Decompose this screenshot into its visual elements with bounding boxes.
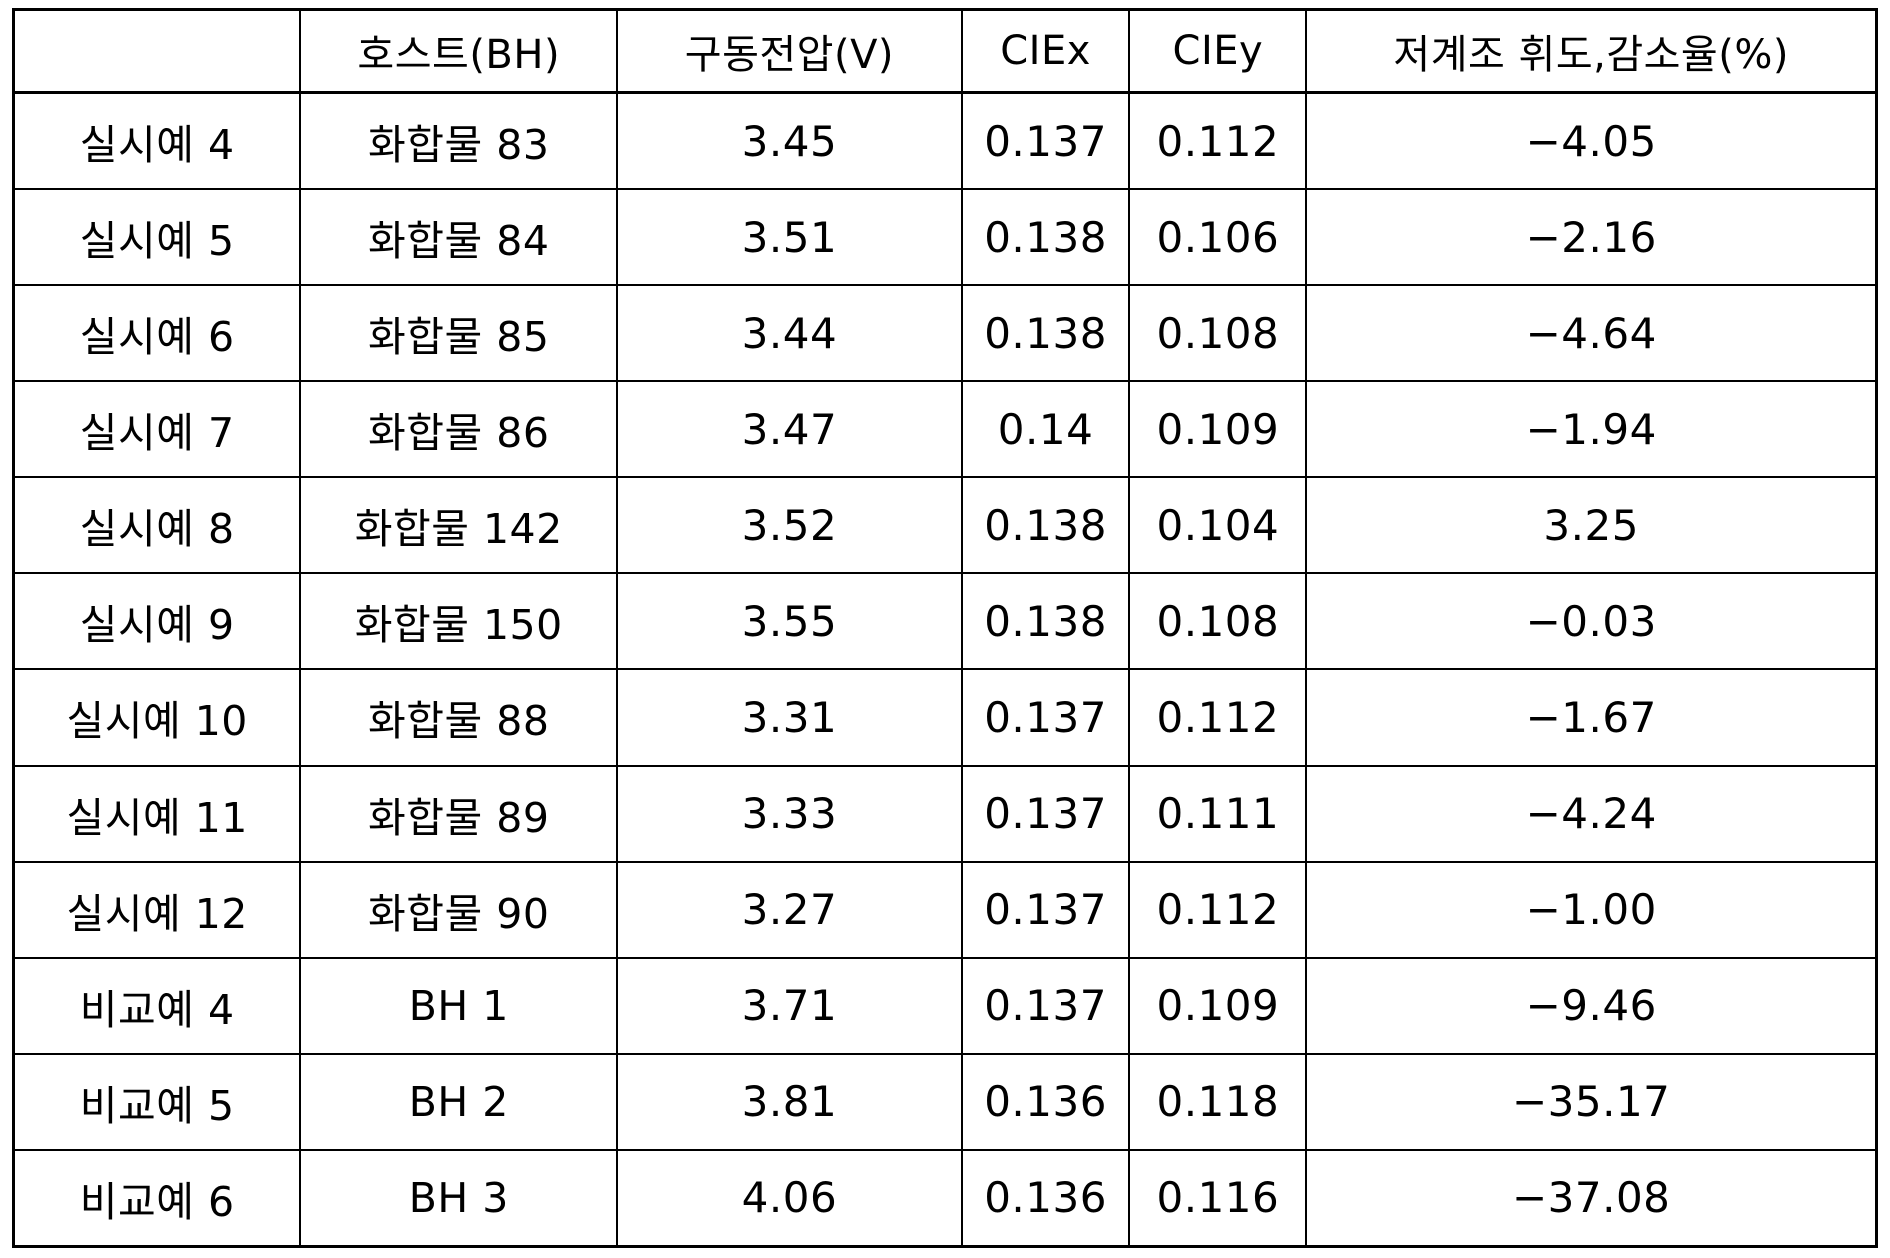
cell-voltage: 3.33 <box>617 766 962 862</box>
cell-ciex: 0.138 <box>962 477 1130 573</box>
cell-decay: −4.05 <box>1306 93 1876 190</box>
header-row: 호스트(BH) 구동전압(V) CIEx CIEy 저계조 휘도,감소율(%) <box>14 10 1877 93</box>
cell-decay: −2.16 <box>1306 189 1876 285</box>
cell-decay: −37.08 <box>1306 1150 1876 1247</box>
cell-decay: −35.17 <box>1306 1054 1876 1150</box>
cell-ciey: 0.109 <box>1129 958 1306 1054</box>
cell-decay: −1.94 <box>1306 381 1876 477</box>
cell-host: BH 1 <box>300 958 617 1054</box>
table-row: 비교예 4 BH 1 3.71 0.137 0.109 −9.46 <box>14 958 1877 1054</box>
cell-voltage: 3.27 <box>617 862 962 958</box>
cell-ciey: 0.116 <box>1129 1150 1306 1247</box>
cell-decay: −0.03 <box>1306 573 1876 669</box>
cell-host: 화합물 85 <box>300 285 617 381</box>
cell-ciex: 0.137 <box>962 958 1130 1054</box>
cell-voltage: 3.81 <box>617 1054 962 1150</box>
cell-ciex: 0.137 <box>962 93 1130 190</box>
cell-ciey: 0.112 <box>1129 669 1306 765</box>
cell-label: 실시예 4 <box>14 93 301 190</box>
cell-voltage: 4.06 <box>617 1150 962 1247</box>
cell-ciey: 0.111 <box>1129 766 1306 862</box>
cell-label: 실시예 10 <box>14 669 301 765</box>
table-row: 비교예 6 BH 3 4.06 0.136 0.116 −37.08 <box>14 1150 1877 1247</box>
cell-label: 비교예 5 <box>14 1054 301 1150</box>
cell-ciey: 0.109 <box>1129 381 1306 477</box>
table-body: 실시예 4 화합물 83 3.45 0.137 0.112 −4.05 실시예 … <box>14 93 1877 1247</box>
table-row: 실시예 4 화합물 83 3.45 0.137 0.112 −4.05 <box>14 93 1877 190</box>
table-header: 호스트(BH) 구동전압(V) CIEx CIEy 저계조 휘도,감소율(%) <box>14 10 1877 93</box>
table-row: 실시예 9 화합물 150 3.55 0.138 0.108 −0.03 <box>14 573 1877 669</box>
cell-ciex: 0.138 <box>962 189 1130 285</box>
cell-ciey: 0.104 <box>1129 477 1306 573</box>
cell-decay: −1.67 <box>1306 669 1876 765</box>
table-row: 실시예 11 화합물 89 3.33 0.137 0.111 −4.24 <box>14 766 1877 862</box>
cell-host: 화합물 142 <box>300 477 617 573</box>
cell-host: 화합물 84 <box>300 189 617 285</box>
cell-voltage: 3.55 <box>617 573 962 669</box>
cell-ciex: 0.14 <box>962 381 1130 477</box>
cell-decay: −4.24 <box>1306 766 1876 862</box>
table-row: 실시예 10 화합물 88 3.31 0.137 0.112 −1.67 <box>14 669 1877 765</box>
table-row: 실시예 7 화합물 86 3.47 0.14 0.109 −1.94 <box>14 381 1877 477</box>
cell-ciey: 0.112 <box>1129 862 1306 958</box>
cell-ciey: 0.112 <box>1129 93 1306 190</box>
cell-label: 실시예 11 <box>14 766 301 862</box>
cell-label: 실시예 7 <box>14 381 301 477</box>
cell-voltage: 3.31 <box>617 669 962 765</box>
cell-host: 화합물 90 <box>300 862 617 958</box>
cell-label: 비교예 6 <box>14 1150 301 1247</box>
cell-label: 실시예 9 <box>14 573 301 669</box>
cell-ciex: 0.137 <box>962 669 1130 765</box>
cell-ciex: 0.136 <box>962 1054 1130 1150</box>
table-sheet: 호스트(BH) 구동전압(V) CIEx CIEy 저계조 휘도,감소율(%) … <box>0 0 1890 1258</box>
cell-ciey: 0.118 <box>1129 1054 1306 1150</box>
table-row: 실시예 12 화합물 90 3.27 0.137 0.112 −1.00 <box>14 862 1877 958</box>
cell-decay: −4.64 <box>1306 285 1876 381</box>
table-row: 실시예 8 화합물 142 3.52 0.138 0.104 3.25 <box>14 477 1877 573</box>
cell-label: 실시예 6 <box>14 285 301 381</box>
cell-ciex: 0.137 <box>962 862 1130 958</box>
cell-host: 화합물 88 <box>300 669 617 765</box>
cell-decay: 3.25 <box>1306 477 1876 573</box>
cell-label: 비교예 4 <box>14 958 301 1054</box>
cell-voltage: 3.71 <box>617 958 962 1054</box>
cell-label: 실시예 5 <box>14 189 301 285</box>
cell-host: 화합물 86 <box>300 381 617 477</box>
header-cell-host: 호스트(BH) <box>300 10 617 93</box>
cell-ciey: 0.108 <box>1129 573 1306 669</box>
header-cell-corner <box>14 10 301 93</box>
cell-decay: −1.00 <box>1306 862 1876 958</box>
cell-voltage: 3.52 <box>617 477 962 573</box>
cell-voltage: 3.51 <box>617 189 962 285</box>
cell-voltage: 3.44 <box>617 285 962 381</box>
header-cell-decay: 저계조 휘도,감소율(%) <box>1306 10 1876 93</box>
cell-ciey: 0.106 <box>1129 189 1306 285</box>
header-cell-ciey: CIEy <box>1129 10 1306 93</box>
cell-ciex: 0.137 <box>962 766 1130 862</box>
cell-label: 실시예 12 <box>14 862 301 958</box>
cell-host: 화합물 83 <box>300 93 617 190</box>
table-row: 비교예 5 BH 2 3.81 0.136 0.118 −35.17 <box>14 1054 1877 1150</box>
cell-ciex: 0.138 <box>962 285 1130 381</box>
cell-host: BH 3 <box>300 1150 617 1247</box>
cell-host: BH 2 <box>300 1054 617 1150</box>
cell-label: 실시예 8 <box>14 477 301 573</box>
cell-host: 화합물 89 <box>300 766 617 862</box>
table-row: 실시예 5 화합물 84 3.51 0.138 0.106 −2.16 <box>14 189 1877 285</box>
cell-host: 화합물 150 <box>300 573 617 669</box>
cell-voltage: 3.47 <box>617 381 962 477</box>
cell-voltage: 3.45 <box>617 93 962 190</box>
cell-ciex: 0.138 <box>962 573 1130 669</box>
cell-ciex: 0.136 <box>962 1150 1130 1247</box>
table-row: 실시예 6 화합물 85 3.44 0.138 0.108 −4.64 <box>14 285 1877 381</box>
cell-ciey: 0.108 <box>1129 285 1306 381</box>
header-cell-voltage: 구동전압(V) <box>617 10 962 93</box>
header-cell-ciex: CIEx <box>962 10 1130 93</box>
results-table: 호스트(BH) 구동전압(V) CIEx CIEy 저계조 휘도,감소율(%) … <box>12 8 1878 1248</box>
cell-decay: −9.46 <box>1306 958 1876 1054</box>
